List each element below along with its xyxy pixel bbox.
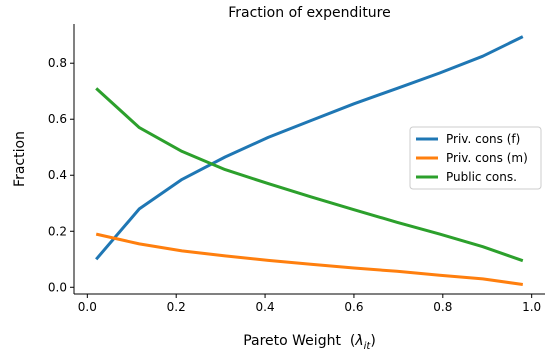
axes-layer: 0.0 0.2 0.4 0.6 0.8 1.0 0.0 0.2 0.4 0.6 0.8 bbox=[48, 24, 545, 314]
series-line-1 bbox=[95, 232, 524, 286]
x-axis-title-symbol: λ bbox=[354, 333, 363, 349]
x-axis-title-text: Pareto Weight bbox=[243, 333, 341, 349]
y-tick-label: 0.0 bbox=[48, 280, 67, 294]
x-axis-title-subscript: it bbox=[364, 341, 372, 352]
legend-label-1: Priv. cons (m) bbox=[446, 151, 528, 165]
x-axis-title-paren-open: ( bbox=[345, 333, 355, 349]
x-tick-label: 0.4 bbox=[256, 300, 275, 314]
y-tick-label: 0.8 bbox=[48, 56, 67, 70]
x-tick-label: 0.0 bbox=[78, 300, 97, 314]
series-line-0 bbox=[95, 35, 524, 261]
x-tick-label: 0.8 bbox=[433, 300, 452, 314]
series-layer bbox=[95, 35, 524, 286]
y-tick-label: 0.4 bbox=[48, 168, 67, 182]
y-tick-label: 0.2 bbox=[48, 224, 67, 238]
y-axis-title: Fraction bbox=[12, 131, 28, 187]
legend-label-0: Priv. cons (f) bbox=[446, 132, 520, 146]
x-tick-label: 1.0 bbox=[522, 300, 541, 314]
legend-label-2: Public cons. bbox=[446, 170, 517, 184]
series-line-2 bbox=[95, 87, 524, 263]
x-axis-title-paren-close: ) bbox=[370, 333, 375, 349]
chart-title: Fraction of expenditure bbox=[228, 5, 391, 21]
x-tick-label: 0.6 bbox=[344, 300, 363, 314]
x-axis-title: Pareto Weight (λit) bbox=[243, 333, 376, 352]
legend: Priv. cons (f) Priv. cons (m) Public cons. bbox=[409, 126, 542, 190]
y-tick-label: 0.6 bbox=[48, 112, 67, 126]
legend-box bbox=[409, 126, 542, 190]
x-tick-label: 0.2 bbox=[167, 300, 186, 314]
